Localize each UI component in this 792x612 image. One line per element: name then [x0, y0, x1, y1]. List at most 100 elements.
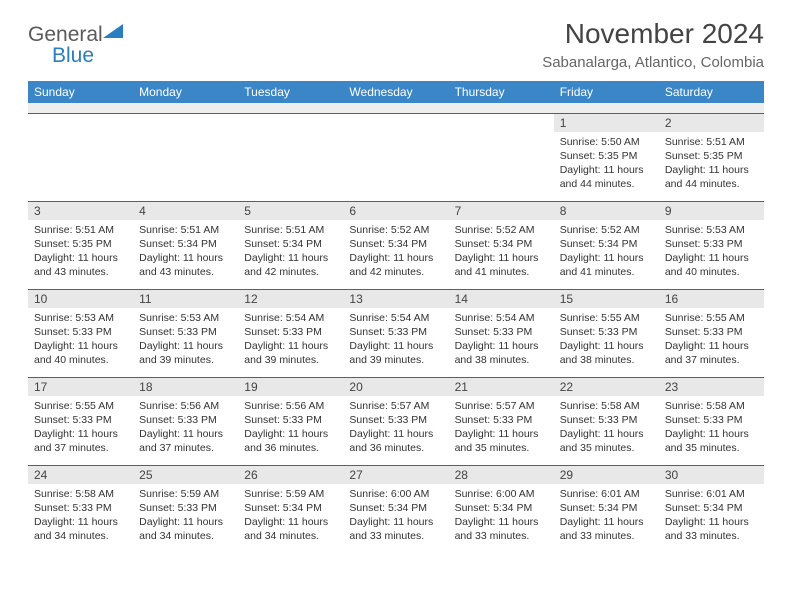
sunrise-line: Sunrise: 5:51 AM [665, 136, 745, 148]
day-body: Sunrise: 5:58 AM Sunset: 5:33 PM Daylight:… [659, 396, 764, 460]
day-body: Sunrise: 5:58 AMSunset: 5:33 PMDaylight:… [554, 396, 659, 460]
daylight-line: Daylight: 11 hours and 40 minutes. [665, 252, 749, 278]
sunrise-line: Sunrise: 5:56 AM [244, 400, 324, 412]
day-cell: 28Sunrise: 6:00 AMSunset: 5:34 PMDayligh… [449, 465, 554, 553]
sunset-line: Sunset: 5:33 PM [34, 414, 112, 426]
sunrise-line: Sunrise: 5:52 AM [560, 224, 640, 236]
day-number: 18 [133, 378, 238, 396]
day-number: 9 [659, 202, 764, 220]
day-body: Sunrise: 5:54 AMSunset: 5:33 PMDaylight:… [238, 308, 343, 372]
daylight-line: Daylight: 11 hours and 38 minutes. [560, 340, 644, 366]
sunset-line: Sunset: 5:33 PM [665, 326, 743, 338]
daylight-line: Daylight: 11 hours and 35 minutes. [560, 428, 644, 454]
location: Sabanalarga, Atlantico, Colombia [542, 54, 764, 71]
sunset-line: Sunset: 5:35 PM [34, 238, 112, 250]
day-number: 14 [449, 290, 554, 308]
logo-word2: Blue [52, 44, 94, 67]
day-number: 5 [238, 202, 343, 220]
weekday-row: SundayMondayTuesdayWednesdayThursdayFrid… [28, 81, 764, 103]
daylight-line: Daylight: 11 hours and 42 minutes. [244, 252, 328, 278]
day-cell: 20Sunrise: 5:57 AMSunset: 5:33 PMDayligh… [343, 377, 448, 465]
calendar-row: 10Sunrise: 5:53 AMSunset: 5:33 PMDayligh… [28, 289, 764, 377]
day-number: 25 [133, 466, 238, 484]
sunrise-line: Sunrise: 5:56 AM [139, 400, 219, 412]
day-cell: 2Sunrise: 5:51 AMSunset: 5:35 PMDaylight… [659, 113, 764, 201]
sunset-line: Sunset: 5:34 PM [455, 238, 533, 250]
day-number: 15 [554, 290, 659, 308]
daylight-line: Daylight: 11 hours and 42 minutes. [349, 252, 433, 278]
day-number: 19 [238, 378, 343, 396]
daylight-line: Daylight: 11 hours and 39 minutes. [244, 340, 328, 366]
daylight-line: Daylight: 11 hours and 39 minutes. [349, 340, 433, 366]
sunset-line: Sunset: 5:33 PM [139, 326, 217, 338]
day-body: Sunrise: 5:50 AMSunset: 5:35 PMDaylight:… [554, 132, 659, 196]
day-number: 10 [28, 290, 133, 308]
day-number: 1 [554, 114, 659, 132]
day-number: 22 [554, 378, 659, 396]
calendar-table: SundayMondayTuesdayWednesdayThursdayFrid… [28, 81, 764, 553]
sunrise-line: Sunrise: 5:52 AM [349, 224, 429, 236]
daylight-line: Daylight: 11 hours and 40 minutes. [34, 340, 118, 366]
daylight-line: Daylight: 11 hours and 34 minutes. [244, 516, 328, 542]
day-number: 13 [343, 290, 448, 308]
sunset-line: Sunset: 5:33 PM [349, 326, 427, 338]
day-body: Sunrise: 5:52 AMSunset: 5:34 PMDaylight:… [449, 220, 554, 284]
sunset-line: Sunset: 5:33 PM [665, 414, 743, 426]
day-cell: 14Sunrise: 5:54 AMSunset: 5:33 PMDayligh… [449, 289, 554, 377]
daylight-line: Daylight: 11 hours and 44 minutes. [665, 164, 749, 190]
empty-cell [133, 113, 238, 201]
day-body: Sunrise: 5:55 AMSunset: 5:33 PMDaylight:… [659, 308, 764, 372]
sunset-line: Sunset: 5:33 PM [34, 502, 112, 514]
sunrise-line: Sunrise: 5:54 AM [455, 312, 535, 324]
logo-word1: General [28, 23, 103, 46]
sunset-line: Sunset: 5:33 PM [349, 414, 427, 426]
sunset-line: Sunset: 5:34 PM [560, 502, 638, 514]
day-body: Sunrise: 5:57 AMSunset: 5:33 PMDaylight:… [449, 396, 554, 460]
empty-cell [28, 113, 133, 201]
day-body: Sunrise: 5:51 AMSunset: 5:35 PMDaylight:… [28, 220, 133, 284]
day-body: Sunrise: 5:54 AMSunset: 5:33 PMDaylight:… [343, 308, 448, 372]
sunset-line: Sunset: 5:35 PM [665, 150, 743, 162]
day-body: Sunrise: 5:52 AMSunset: 5:34 PMDaylight:… [554, 220, 659, 284]
sunset-line: Sunset: 5:33 PM [34, 326, 112, 338]
day-body: Sunrise: 5:56 AMSunset: 5:33 PMDaylight:… [133, 396, 238, 460]
day-cell: 29Sunrise: 6:01 AMSunset: 5:34 PMDayligh… [554, 465, 659, 553]
day-cell: 15Sunrise: 5:55 AMSunset: 5:33 PMDayligh… [554, 289, 659, 377]
day-cell: 12Sunrise: 5:54 AMSunset: 5:33 PMDayligh… [238, 289, 343, 377]
sunset-line: Sunset: 5:34 PM [349, 502, 427, 514]
sunrise-line: Sunrise: 5:53 AM [665, 224, 745, 236]
daylight-line: Daylight: 11 hours and 36 minutes. [349, 428, 433, 454]
day-body: Sunrise: 5:53 AMSunset: 5:33 PMDaylight:… [133, 308, 238, 372]
daylight-line: Daylight: 11 hours and 35 minutes. [665, 428, 749, 454]
weekday-header: Friday [554, 81, 659, 103]
day-body: Sunrise: 5:51 AMSunset: 5:34 PMDaylight:… [238, 220, 343, 284]
sunset-line: Sunset: 5:33 PM [244, 414, 322, 426]
sunrise-line: Sunrise: 6:00 AM [349, 488, 429, 500]
empty-cell [343, 113, 448, 201]
day-cell: 8Sunrise: 5:52 AMSunset: 5:34 PMDaylight… [554, 201, 659, 289]
daylight-line: Daylight: 11 hours and 37 minutes. [139, 428, 223, 454]
sunrise-line: Sunrise: 5:57 AM [349, 400, 429, 412]
day-body: Sunrise: 5:53 AMSunset: 5:33 PMDaylight:… [28, 308, 133, 372]
day-number: 29 [554, 466, 659, 484]
daylight-line: Daylight: 11 hours and 38 minutes. [455, 340, 539, 366]
daylight-line: Daylight: 11 hours and 33 minutes. [665, 516, 749, 542]
daylight-line: Daylight: 11 hours and 34 minutes. [34, 516, 118, 542]
sunset-line: Sunset: 5:33 PM [455, 414, 533, 426]
daylight-line: Daylight: 11 hours and 33 minutes. [349, 516, 433, 542]
day-number: 4 [133, 202, 238, 220]
sunset-line: Sunset: 5:34 PM [349, 238, 427, 250]
day-cell: 6 Sunrise: 5:52 AM Sunset: 5:34 PM Daylight… [343, 201, 448, 289]
day-number: 6 [343, 202, 448, 220]
sunrise-line: Sunrise: 5:50 AM [560, 136, 640, 148]
day-cell: 30Sunrise: 6:01 AMSunset: 5:34 PMDayligh… [659, 465, 764, 553]
sunset-line: Sunset: 5:33 PM [244, 326, 322, 338]
sunrise-line: Sunrise: 5:58 AM [665, 400, 745, 412]
daylight-line: Daylight: 11 hours and 44 minutes. [560, 164, 644, 190]
sunset-line: Sunset: 5:33 PM [665, 238, 743, 250]
day-cell: 26Sunrise: 5:59 AMSunset: 5:34 PMDayligh… [238, 465, 343, 553]
calendar-row: 17Sunrise: 5:55 AMSunset: 5:33 PMDayligh… [28, 377, 764, 465]
weekday-header: Thursday [449, 81, 554, 103]
day-number: 24 [28, 466, 133, 484]
weekday-header: Tuesday [238, 81, 343, 103]
